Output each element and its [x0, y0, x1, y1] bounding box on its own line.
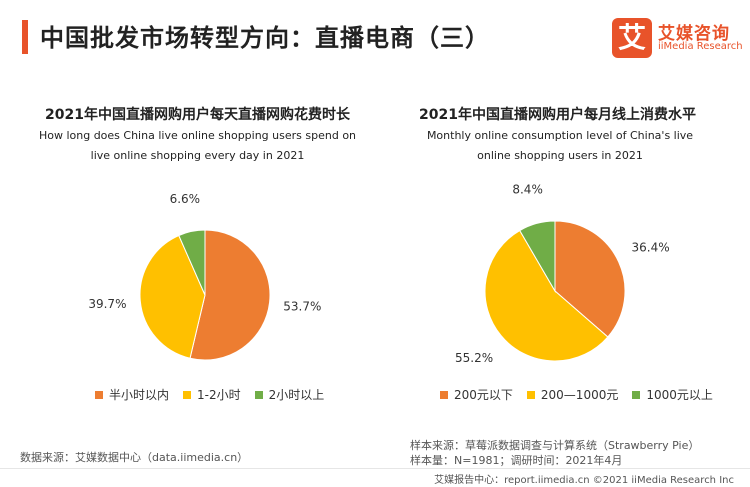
legend-swatch [632, 390, 641, 399]
pie-slice-1 [554, 220, 626, 338]
pie-data-label: 36.4% [631, 240, 669, 254]
iimedia-logo: 艾 艾媒咨询 iiMedia Research [612, 18, 743, 58]
legend-swatch [95, 390, 103, 399]
right-chart-subtitle: Monthly online consumption level of Chin… [426, 129, 694, 162]
pie-slice-1 [189, 229, 271, 361]
pie-slice-2 [484, 229, 609, 362]
title-accent-bar [22, 20, 28, 54]
legend-item: 2小时以上 [254, 386, 325, 403]
left-chart-title: 2021年中国直播网购用户每天直播网购花费时长 [45, 107, 350, 123]
pie-slice-3 [178, 229, 206, 296]
logo-text-en: iiMedia Research [658, 41, 743, 52]
legend-label: 200元以下 [454, 388, 513, 402]
footer-divider [0, 468, 750, 469]
data-source-note: 数据来源：艾媒数据中心（data.iimedia.cn） [20, 451, 249, 464]
legend-swatch [440, 390, 448, 399]
legend-swatch [254, 390, 263, 399]
right-pie-chart: 36.4% 55.2% 8.4% [455, 183, 670, 365]
legend-label: 200—1000元 [540, 388, 619, 402]
logo-mark: 艾 [612, 18, 652, 58]
left-pie-chart: 53.7% 39.7% 6.6% [88, 192, 321, 361]
right-chart-legend: 200元以下 200—1000元 1000元以上 [440, 386, 727, 403]
legend-item: 200元以下 [440, 386, 513, 403]
legend-swatch [183, 390, 192, 399]
legend-label: 1000元以上 [646, 388, 713, 402]
legend-swatch [526, 390, 535, 399]
left-chart-legend: 半小时以内 1-2小时 2小时以上 [95, 386, 338, 403]
sample-source-note: 样本来源：草莓派数据调查与计算系统（Strawberry Pie） [410, 439, 700, 452]
pie-data-label: 55.2% [455, 351, 493, 365]
logo-text-cn: 艾媒咨询 [658, 24, 730, 44]
sample-size-note: 样本量：N=1981；调研时间：2021年4月 [410, 454, 623, 467]
right-chart-title: 2021年中国直播网购用户每月线上消费水平 [419, 107, 696, 123]
pie-data-label: 8.4% [512, 183, 543, 197]
legend-label: 2小时以上 [268, 388, 325, 402]
page-title: 中国批发市场转型方向：直播电商（三） [40, 24, 490, 52]
legend-label: 1-2小时 [197, 388, 241, 402]
footer-copyright: 艾媒报告中心：report.iimedia.cn ©2021 iiMedia R… [434, 475, 734, 486]
pie-data-label: 6.6% [170, 192, 201, 206]
left-chart-subtitle: How long does China live online shopping… [38, 129, 357, 162]
pie-data-label: 53.7% [283, 299, 321, 313]
legend-item: 1-2小时 [183, 386, 241, 403]
pie-slice-2 [139, 234, 206, 359]
legend-item: 200—1000元 [526, 386, 619, 403]
pie-slice-3 [519, 220, 556, 293]
legend-label: 半小时以内 [109, 388, 170, 402]
legend-item: 1000元以上 [632, 386, 713, 403]
pie-data-label: 39.7% [88, 297, 126, 311]
legend-item: 半小时以内 [95, 386, 169, 403]
